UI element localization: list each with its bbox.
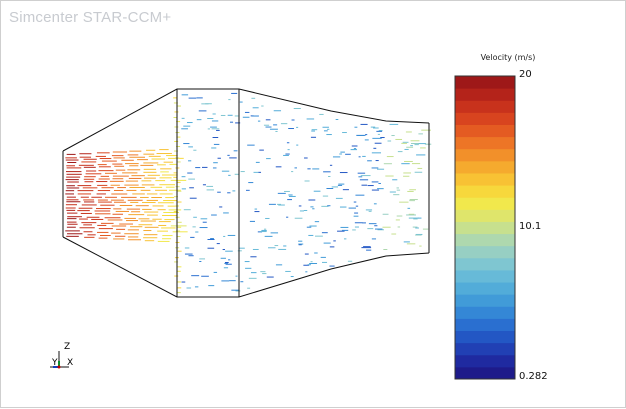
colorbar-segment bbox=[455, 318, 515, 332]
legend-min-label: 0.282 bbox=[519, 371, 548, 382]
legend-max-label: 20 bbox=[519, 69, 532, 80]
geometry-outline bbox=[62, 88, 430, 298]
legend-mid-label: 10.1 bbox=[519, 221, 542, 232]
colorbar-segment bbox=[455, 269, 515, 283]
colorbar-segment bbox=[455, 100, 515, 113]
colorbar-segment bbox=[455, 124, 515, 138]
axis-y-label: Y bbox=[52, 358, 58, 368]
colorbar-segment bbox=[455, 330, 515, 344]
colorbar-segment bbox=[455, 112, 515, 125]
colorbar-segment bbox=[455, 366, 515, 380]
colorbar-segment bbox=[455, 221, 515, 235]
colorbar-segment bbox=[455, 88, 515, 101]
app-title: Simcenter STAR-CCM+ bbox=[9, 9, 172, 26]
colorbar-segment bbox=[455, 185, 515, 198]
colorbar-segment bbox=[455, 209, 515, 222]
legend-title: Velocity (m/s) bbox=[480, 53, 536, 62]
colorbar-segment bbox=[455, 282, 515, 295]
velocity-vectors bbox=[65, 92, 432, 294]
colorbar-segment bbox=[455, 172, 515, 186]
velocity-colorbar bbox=[454, 75, 516, 380]
colorbar-segment bbox=[455, 342, 515, 356]
colorbar-frame bbox=[454, 75, 516, 380]
colorbar-segment bbox=[455, 245, 515, 259]
colorbar-segment bbox=[455, 233, 515, 247]
colorbar-segment bbox=[455, 257, 515, 271]
axis-x-label: X bbox=[67, 358, 74, 368]
axis-z-label: Z bbox=[64, 342, 71, 352]
colorbar-segment bbox=[455, 354, 515, 368]
colorbar-segment bbox=[455, 148, 515, 162]
colorbar-segment bbox=[455, 160, 515, 174]
axis-triad-icon bbox=[50, 351, 69, 369]
colorbar-segment bbox=[455, 294, 515, 307]
colorbar-segment bbox=[455, 136, 515, 150]
outline-top bbox=[62, 88, 430, 152]
colorbar-segment bbox=[455, 197, 515, 210]
outline-bottom bbox=[62, 236, 430, 298]
colorbar-segment bbox=[455, 76, 515, 89]
colorbar-segment bbox=[455, 306, 515, 319]
